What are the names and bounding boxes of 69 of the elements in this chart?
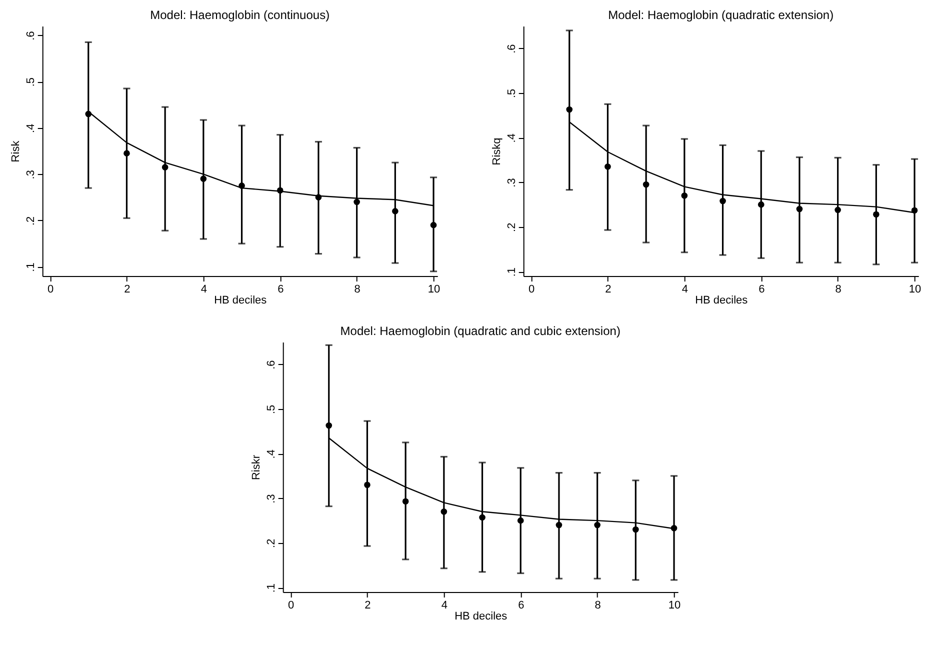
point <box>364 482 370 488</box>
point <box>594 522 600 528</box>
x-tick-label: 6 <box>278 284 284 296</box>
point <box>354 198 360 206</box>
y-tick-label: .5 <box>506 88 518 98</box>
point <box>517 517 524 524</box>
point <box>566 106 573 113</box>
point <box>681 192 688 199</box>
point <box>642 181 650 188</box>
point <box>873 211 880 218</box>
x-tick-label: 8 <box>835 284 842 296</box>
x-axis-title: HB deciles <box>695 294 748 306</box>
point <box>834 206 841 214</box>
y-tick-label: .2 <box>265 538 278 548</box>
x-tick-label: 4 <box>200 284 207 296</box>
y-tick-label: .4 <box>24 124 37 133</box>
y-axis-title: Riskr <box>250 454 262 480</box>
point <box>556 522 562 528</box>
point <box>720 198 726 204</box>
point <box>758 201 764 208</box>
x-tick-label: 0 <box>288 600 294 612</box>
x-tick-label: 2 <box>364 600 371 612</box>
x-tick-label: 10 <box>428 284 440 296</box>
y-tick-label: .6 <box>24 31 37 40</box>
y-tick-label: .6 <box>265 360 278 370</box>
point <box>200 176 207 182</box>
y-tick-label: .2 <box>506 222 518 232</box>
x-axis-title: HB deciles <box>454 610 508 622</box>
y-tick-label: .3 <box>24 170 37 180</box>
y-tick-label: .5 <box>265 404 278 414</box>
point <box>402 498 409 505</box>
x-tick-label: 6 <box>518 600 524 612</box>
point <box>796 206 803 212</box>
y-tick-label: .1 <box>24 262 37 272</box>
x-tick-label: 6 <box>758 284 765 296</box>
y-tick-label: .2 <box>24 216 37 226</box>
y-tick-label: .1 <box>265 583 278 593</box>
chart-title: Model: Haemoglobin (quadratic and cubic extension) <box>340 324 620 338</box>
point <box>440 508 448 515</box>
x-tick-label: 2 <box>605 284 612 296</box>
x-tick-label: 4 <box>682 284 688 296</box>
x-tick-label: 2 <box>124 284 130 296</box>
x-tick-label: 8 <box>354 284 360 296</box>
point <box>479 514 486 521</box>
y-axis-title: Riskq <box>490 138 503 166</box>
y-tick-label: .3 <box>506 178 518 188</box>
y-tick-label: .3 <box>265 494 278 504</box>
point <box>124 150 130 156</box>
x-axis-title: HB deciles <box>214 294 268 306</box>
point <box>326 422 332 429</box>
y-axis-title: Risk <box>10 140 22 162</box>
point <box>162 164 168 170</box>
point <box>632 526 639 533</box>
y-tick-label: .6 <box>506 44 518 54</box>
x-tick-label: 4 <box>441 600 448 612</box>
point <box>604 163 611 170</box>
x-tick-label: 0 <box>528 284 535 296</box>
point <box>430 222 437 228</box>
chart-title: Model: Haemoglobin (quadratic extension) <box>608 8 834 22</box>
x-tick-label: 10 <box>668 600 681 612</box>
chart-title: Model: Haemoglobin (continuous) <box>150 8 330 22</box>
y-tick-label: .4 <box>506 134 518 143</box>
x-tick-label: 0 <box>47 284 54 296</box>
x-tick-label: 10 <box>908 284 922 296</box>
y-tick-label: .5 <box>24 77 37 87</box>
x-tick-label: 8 <box>594 600 601 612</box>
point <box>392 208 398 214</box>
y-tick-label: .1 <box>506 267 518 277</box>
y-tick-label: .4 <box>265 450 278 459</box>
